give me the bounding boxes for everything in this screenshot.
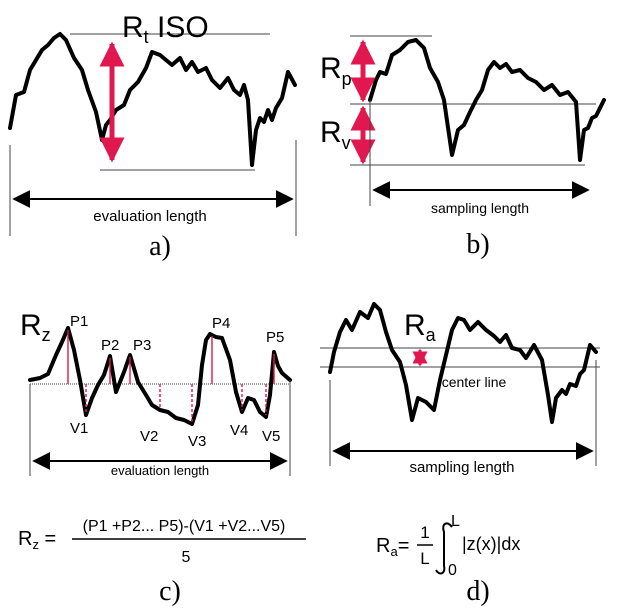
peak-label: P2 — [101, 337, 119, 354]
profile-curve — [328, 302, 598, 424]
profile-curve — [8, 32, 297, 167]
formula-lhs: Ra= — [376, 535, 409, 559]
upper-limit: L — [451, 513, 460, 530]
sampling-length-label: sampling length — [409, 459, 514, 476]
sampling-length-label: sampling length — [431, 200, 529, 216]
valley-label: V5 — [262, 428, 280, 445]
center-line-label: center line — [442, 374, 507, 390]
formula-lhs: Rz = — [18, 528, 56, 552]
caption-c: c) — [159, 576, 181, 607]
ra-formula: Ra= 1 L L 0 |z(x)|dx — [376, 513, 520, 579]
rp-label: Rp — [320, 52, 352, 89]
rt-label: Rt ISO — [122, 11, 209, 47]
caption-b: b) — [466, 229, 489, 260]
rz-label: Rz — [20, 309, 51, 345]
formula-denominator: 5 — [182, 549, 191, 566]
profile-curve — [368, 38, 606, 162]
valley-label: V1 — [70, 420, 88, 437]
caption-d: d) — [466, 576, 489, 607]
panel-a: Rt ISO evaluation length a) — [8, 11, 297, 262]
valley-label: V2 — [140, 428, 158, 445]
frac-denominator: L — [420, 549, 429, 568]
lower-limit: 0 — [448, 562, 457, 579]
rz-formula: Rz = (P1 +P2... P5)-(V1 +V2...V5) 5 — [18, 518, 306, 566]
frac-numerator: 1 — [420, 523, 429, 542]
panel-c: Rz P1 P2 P3 P4 P5 V1 V2 V3 V4 V5 evaluat… — [18, 309, 306, 607]
panel-b: Rp Rv sampling length b) — [320, 35, 606, 260]
peak-labels: P1 P2 P3 P4 P5 — [70, 313, 284, 354]
peak-label: P4 — [212, 315, 230, 332]
evaluation-length-label: evaluation length — [111, 463, 209, 478]
integral-sign — [435, 522, 453, 575]
peak-label: P5 — [266, 329, 284, 346]
valley-markers — [85, 384, 267, 422]
rv-label: Rv — [320, 116, 351, 153]
integrand: |z(x)|dx — [462, 534, 520, 554]
profile-curve — [28, 326, 292, 426]
peak-label: P3 — [133, 337, 151, 354]
panel-d: Ra center line sampling length Ra= 1 L L… — [320, 302, 600, 607]
peak-label: P1 — [70, 313, 88, 330]
evaluation-length-label: evaluation length — [93, 208, 206, 225]
ra-label: Ra — [404, 309, 437, 345]
valley-label: V4 — [230, 422, 248, 439]
peak-markers — [67, 330, 275, 384]
valley-label: V3 — [188, 433, 206, 450]
formula-numerator: (P1 +P2... P5)-(V1 +V2...V5) — [83, 518, 286, 535]
valley-labels: V1 V2 V3 V4 V5 — [70, 420, 280, 450]
caption-a: a) — [149, 231, 171, 262]
